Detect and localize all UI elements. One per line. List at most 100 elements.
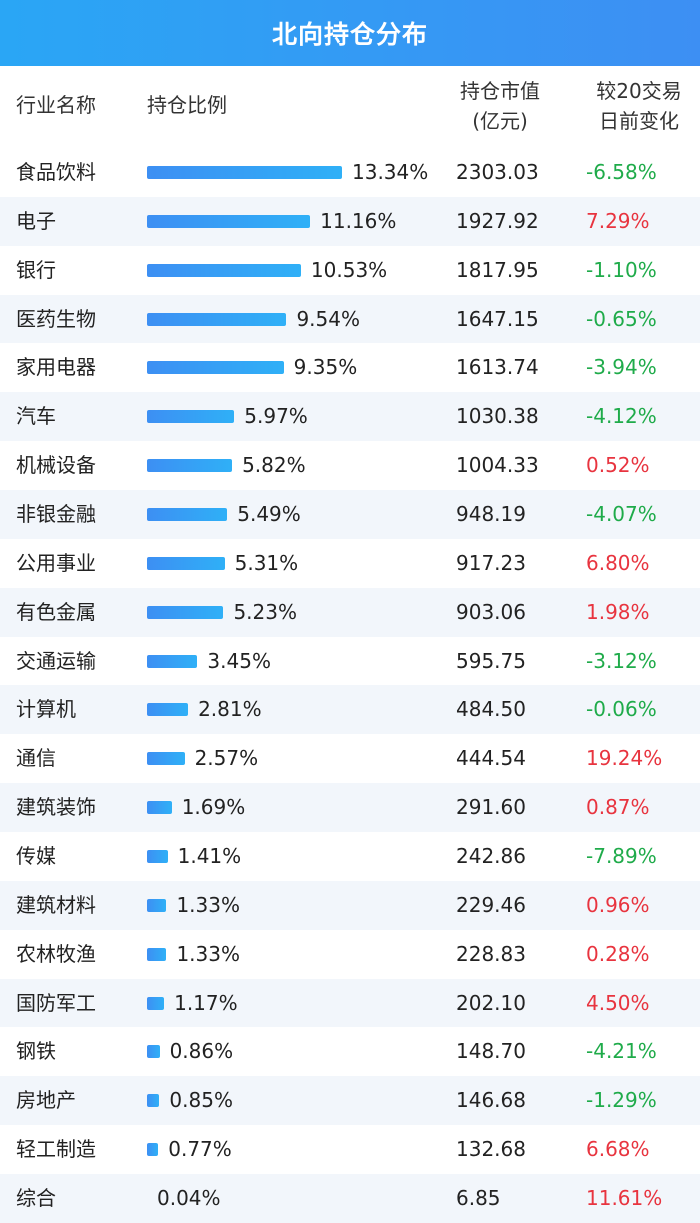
ratio-bar <box>147 1143 159 1157</box>
ratio-label: 11.16% <box>320 208 397 233</box>
market-value: 229.46 <box>456 892 526 917</box>
industry-name: 非银金融 <box>16 502 96 527</box>
change-value: 0.96% <box>586 892 650 917</box>
ratio-label: 13.34% <box>352 160 429 184</box>
market-value: 903.06 <box>456 599 526 624</box>
page-title: 北向持仓分布 <box>271 20 428 49</box>
ratio-label: 0.86% <box>169 1039 234 1064</box>
market-value: 6.85 <box>456 1186 501 1211</box>
table-row: 建筑材料 1.33% 229.46 0.96% <box>0 880 700 930</box>
title-bar: 北向持仓分布 <box>0 0 700 66</box>
change-value: -6.58% <box>586 160 657 184</box>
table-row: 农林牧渔 1.33% 228.83 0.28% <box>0 930 700 979</box>
ratio-bar <box>147 1045 160 1059</box>
ratio-bar <box>147 654 198 668</box>
table-row: 房地产 0.85% 146.68 -1.29% <box>0 1076 700 1126</box>
market-value: 917.23 <box>456 550 526 575</box>
ratio-label: 0.04% <box>157 1186 221 1211</box>
industry-name: 交通运输 <box>16 648 96 673</box>
ratio-bar <box>147 996 165 1010</box>
market-value: 2303.03 <box>456 160 539 184</box>
ratio-label: 0.77% <box>168 1137 232 1162</box>
ratio-bar <box>147 361 284 375</box>
industry-name: 钢铁 <box>16 1039 56 1064</box>
ratio-bar <box>147 1094 160 1108</box>
table-row: 公用事业 5.31% 917.23 6.80% <box>0 539 700 588</box>
market-value: 132.68 <box>456 1137 526 1162</box>
change-value: 1.98% <box>586 599 650 624</box>
ratio-bar <box>147 263 301 277</box>
ratio-label: 5.82% <box>242 453 306 478</box>
industry-name: 医药生物 <box>16 306 96 331</box>
ratio-bar <box>147 703 189 717</box>
market-value: 242.86 <box>456 844 526 869</box>
market-value: 228.83 <box>456 941 526 966</box>
table-row: 轻工制造 0.77% 132.68 6.68% <box>0 1125 700 1174</box>
ratio-label: 0.85% <box>169 1088 233 1113</box>
market-value: 202.10 <box>456 990 526 1015</box>
ratio-label: 5.49% <box>237 502 301 527</box>
industry-name: 房地产 <box>16 1088 76 1113</box>
ratio-label: 1.69% <box>181 795 246 820</box>
table-row: 交通运输 3.45% 595.75 -3.12% <box>0 637 700 686</box>
table-header: 行业名称 持仓比例 持仓市值 (亿元) 较20交易 日前变化 <box>0 66 700 148</box>
change-value: -3.94% <box>586 355 657 380</box>
ratio-bar <box>147 801 172 815</box>
industry-name: 农林牧渔 <box>16 941 96 966</box>
header-ratio: 持仓比例 <box>147 93 227 117</box>
change-value: 0.87% <box>586 795 650 820</box>
table-row: 非银金融 5.49% 948.19 -4.07% <box>0 490 700 539</box>
table-row: 建筑装饰 1.69% 291.60 0.87% <box>0 783 700 833</box>
ratio-bar <box>147 898 167 912</box>
table-row: 钢铁 0.86% 148.70 -4.21% <box>0 1027 700 1076</box>
change-value: -4.12% <box>586 404 657 429</box>
table-row: 家用电器 9.35% 1613.74 -3.94% <box>0 343 700 392</box>
header-change: 较20交易 日前变化 <box>578 76 700 136</box>
market-value: 1647.15 <box>456 306 539 331</box>
ratio-label: 1.17% <box>174 990 238 1015</box>
market-value: 146.68 <box>456 1088 526 1113</box>
market-value: 1613.74 <box>456 355 539 380</box>
ratio-label: 9.35% <box>293 355 358 380</box>
change-value: -1.10% <box>586 257 657 282</box>
industry-name: 公用事业 <box>16 550 96 575</box>
ratio-label: 1.41% <box>177 844 242 869</box>
ratio-label: 1.33% <box>176 892 240 917</box>
market-value: 948.19 <box>456 502 526 527</box>
change-value: 6.80% <box>586 550 650 575</box>
ratio-bar <box>147 947 167 961</box>
industry-name: 家用电器 <box>16 355 96 380</box>
ratio-label: 5.23% <box>233 599 297 624</box>
ratio-label: 2.81% <box>198 697 262 722</box>
market-value: 444.54 <box>456 746 526 771</box>
table-row: 国防军工 1.17% 202.10 4.50% <box>0 978 700 1028</box>
change-value: -4.07% <box>586 502 657 527</box>
table-row: 综合 0.04% 6.85 11.61% <box>0 1174 700 1223</box>
table-row: 医药生物 9.54% 1647.15 -0.65% <box>0 294 700 344</box>
market-value: 1927.92 <box>456 208 539 233</box>
ratio-bar <box>147 752 185 766</box>
change-value: -0.06% <box>586 697 657 722</box>
market-value: 484.50 <box>456 697 526 722</box>
industry-name: 国防军工 <box>16 990 96 1015</box>
header-change-line1: 较20交易 <box>596 79 682 103</box>
ratio-bar <box>147 459 233 473</box>
industry-name: 电子 <box>16 208 56 233</box>
change-value: -7.89% <box>586 844 657 869</box>
industry-name: 建筑材料 <box>16 892 96 917</box>
industry-name: 机械设备 <box>16 453 96 478</box>
industry-name: 综合 <box>16 1186 56 1211</box>
industry-name: 传媒 <box>16 844 56 869</box>
change-value: -3.12% <box>586 648 657 673</box>
change-value: 11.61% <box>586 1186 663 1211</box>
ratio-bar <box>147 410 235 424</box>
industry-name: 轻工制造 <box>16 1137 96 1162</box>
header-industry: 行业名称 <box>16 93 96 117</box>
market-value: 148.70 <box>456 1039 526 1064</box>
ratio-label: 5.97% <box>244 404 308 429</box>
industry-name: 通信 <box>16 746 56 771</box>
industry-name: 有色金属 <box>16 599 96 624</box>
ratio-bar <box>147 556 225 570</box>
market-value: 1817.95 <box>456 257 539 282</box>
change-value: -0.65% <box>586 306 657 331</box>
